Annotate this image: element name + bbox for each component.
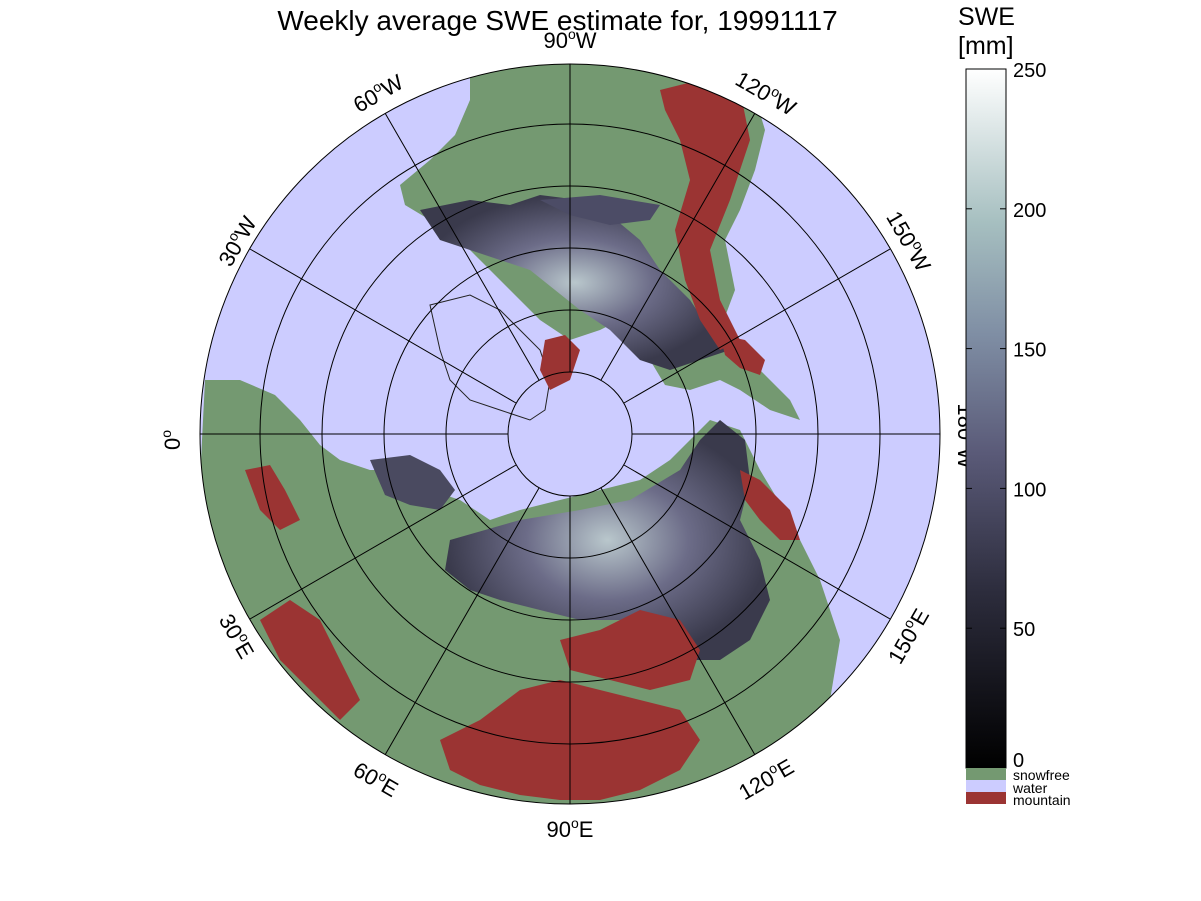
colorbar-tick-label-0: 0 xyxy=(1013,750,1024,772)
colorbar-tick-label-150: 150 xyxy=(1013,340,1046,362)
colorbar-tick-label-250: 250 xyxy=(1013,60,1046,82)
rockies-mountain xyxy=(660,80,750,350)
caucasus-mountain xyxy=(260,600,360,720)
svg-text:60oE: 60oE xyxy=(349,755,403,802)
colorbar-title: SWE [mm] xyxy=(958,3,1015,61)
legend-label-snowfree: snowfree xyxy=(1013,767,1070,783)
legend-label-water: water xyxy=(1013,780,1048,796)
category-legend xyxy=(966,768,1006,804)
scandinavia-snow xyxy=(370,455,455,510)
siberia-swe xyxy=(445,420,770,660)
colorbar-tick-label-50: 50 xyxy=(1013,619,1035,641)
map-border xyxy=(199,63,941,805)
legend-swatch-snowfree xyxy=(966,768,1006,780)
east-siberia-mountain xyxy=(740,470,800,540)
altai-mountain xyxy=(560,610,700,690)
svg-text:0o: 0o xyxy=(158,430,185,450)
lon-label-90e: 90oE xyxy=(547,815,594,842)
longitude-grid xyxy=(200,64,940,804)
polar-map xyxy=(200,64,940,804)
colorbar-gradient xyxy=(965,68,1007,769)
svg-text:90oW: 90oW xyxy=(543,26,596,53)
colorbar: 0 50 100 150 200 250 xyxy=(965,60,1046,772)
lon-label-60e: 60oE xyxy=(349,755,403,802)
legend-swatch-mountain xyxy=(966,792,1006,804)
alaska-mountain xyxy=(720,335,765,375)
svg-text:90oE: 90oE xyxy=(547,815,594,842)
colorbar-title-line1: SWE xyxy=(958,3,1015,31)
legend-swatch-water xyxy=(966,780,1006,792)
map-title: Weekly average SWE estimate for, 1999111… xyxy=(277,5,838,36)
alps-mountain xyxy=(245,465,300,530)
colorbar-ticks: 0 50 100 150 200 250 xyxy=(966,60,1046,772)
colorbar-tick-label-100: 100 xyxy=(1013,479,1046,501)
lon-label-0: 0o xyxy=(158,430,185,450)
greenland-ice xyxy=(429,294,551,421)
colorbar-tick-label-200: 200 xyxy=(1013,200,1046,222)
lon-label-90w: 90oW xyxy=(543,26,596,53)
legend-label-mountain: mountain xyxy=(1013,792,1071,808)
canada-swe xyxy=(420,195,730,370)
colorbar-title-line2: [mm] xyxy=(958,32,1014,60)
